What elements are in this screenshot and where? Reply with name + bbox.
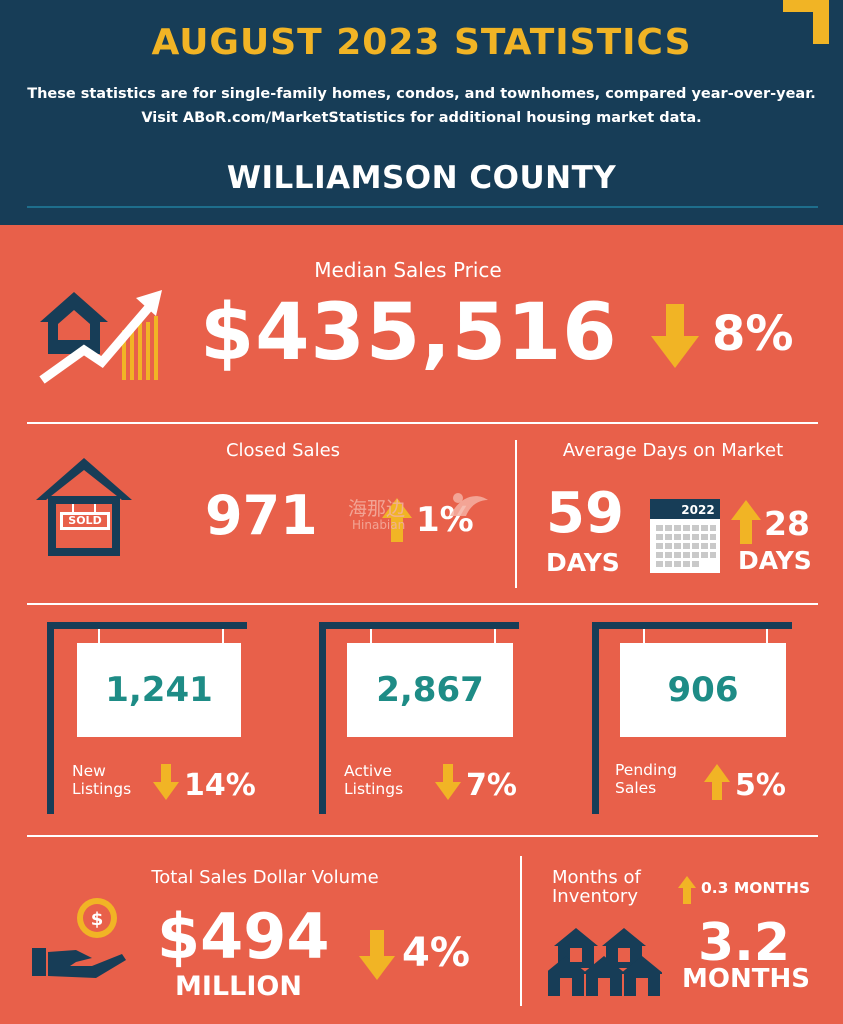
sign-chain <box>370 629 372 645</box>
up-arrow-icon <box>382 498 412 542</box>
watermark-bird-icon <box>450 493 488 516</box>
inventory-value: 3.2 <box>698 913 791 973</box>
label-line: New <box>72 762 106 780</box>
days-value: 59 <box>546 481 624 546</box>
up-arrow-icon <box>678 876 696 904</box>
sign-chain <box>98 629 100 645</box>
volume-label: Total Sales Dollar Volume <box>151 867 379 888</box>
down-arrow-icon <box>435 764 461 800</box>
new-listings-label: New Listings <box>72 762 131 798</box>
volume-unit: MILLION <box>175 971 302 1002</box>
sign-bar <box>592 622 792 629</box>
calendar-year: 2022 <box>681 503 715 517</box>
label-line: Months of <box>552 867 641 888</box>
county-divider <box>27 206 818 208</box>
pending-sales-label: Pending Sales <box>615 761 677 797</box>
pending-sales-value: 906 <box>620 643 786 737</box>
active-listings-value: 2,867 <box>347 643 513 737</box>
divider <box>27 603 818 605</box>
label-line: Inventory <box>552 886 638 907</box>
down-arrow-icon <box>153 764 179 800</box>
sign-post <box>47 622 54 814</box>
days-unit: DAYS <box>546 548 620 577</box>
sign-post <box>319 622 326 814</box>
median-price-change: 8% <box>712 306 794 362</box>
days-change: 28 <box>764 504 810 543</box>
corner-accent-vertical <box>813 0 829 44</box>
sign-chain <box>643 629 645 645</box>
median-price-value: $435,516 <box>200 288 618 378</box>
sold-house-icon <box>36 458 132 556</box>
down-arrow-icon <box>651 304 699 368</box>
sign-chain <box>222 629 224 645</box>
header: AUGUST 2023 STATISTICS These statistics … <box>0 0 843 225</box>
pending-sales-change: 5% <box>735 768 786 803</box>
sign-post <box>592 622 599 814</box>
divider <box>27 835 818 837</box>
vertical-divider <box>515 440 517 588</box>
divider <box>27 422 818 424</box>
house-growth-icon <box>39 290 162 384</box>
up-arrow-icon <box>731 500 761 544</box>
svg-text:$: $ <box>91 909 104 930</box>
sign-bar <box>47 622 247 629</box>
days-on-market-label: Average Days on Market <box>562 440 784 461</box>
new-listings-change: 14% <box>184 768 256 803</box>
sign-bar <box>319 622 519 629</box>
days-change-unit: DAYS <box>738 546 812 575</box>
page-title: AUGUST 2023 STATISTICS <box>151 22 692 63</box>
watermark-cn: 海那边 <box>348 498 406 520</box>
closed-sales-label: Closed Sales <box>225 440 341 461</box>
subtitle-line-1: These statistics are for single-family h… <box>27 86 816 102</box>
inventory-label: Months of Inventory <box>552 868 641 906</box>
sold-sign-text: SOLD <box>68 514 102 527</box>
county-title: WILLIAMSON COUNTY <box>226 160 617 196</box>
active-listings-label: Active Listings <box>344 762 403 798</box>
inventory-change: 0.3 MONTHS <box>701 879 811 897</box>
down-arrow-icon <box>359 930 395 980</box>
subtitle: These statistics are for single-family h… <box>0 82 843 130</box>
active-listings-change: 7% <box>466 768 517 803</box>
vertical-divider <box>520 856 522 1006</box>
label-line: Listings <box>72 780 132 798</box>
inventory-unit: MONTHS <box>682 964 810 994</box>
label-line: Active <box>344 762 392 780</box>
volume-change: 4% <box>402 930 470 976</box>
closed-sales-value: 971 <box>205 484 318 547</box>
subtitle-line-2: Visit ABoR.com/MarketStatistics for addi… <box>141 110 702 126</box>
sign-chain <box>766 629 768 645</box>
label-line: Listings <box>344 780 404 798</box>
up-arrow-icon <box>704 764 730 800</box>
watermark-en: Hinabian <box>352 518 406 532</box>
calendar-icon <box>650 499 720 573</box>
money-hand-icon: $ <box>32 898 126 978</box>
volume-value: $494 <box>157 900 330 973</box>
label-line: Sales <box>615 779 657 797</box>
new-listings-value: 1,241 <box>77 643 241 737</box>
sign-chain <box>494 629 496 645</box>
houses-icon <box>548 928 662 996</box>
label-line: Pending <box>615 761 677 779</box>
median-price-label: Median Sales Price <box>314 258 502 282</box>
